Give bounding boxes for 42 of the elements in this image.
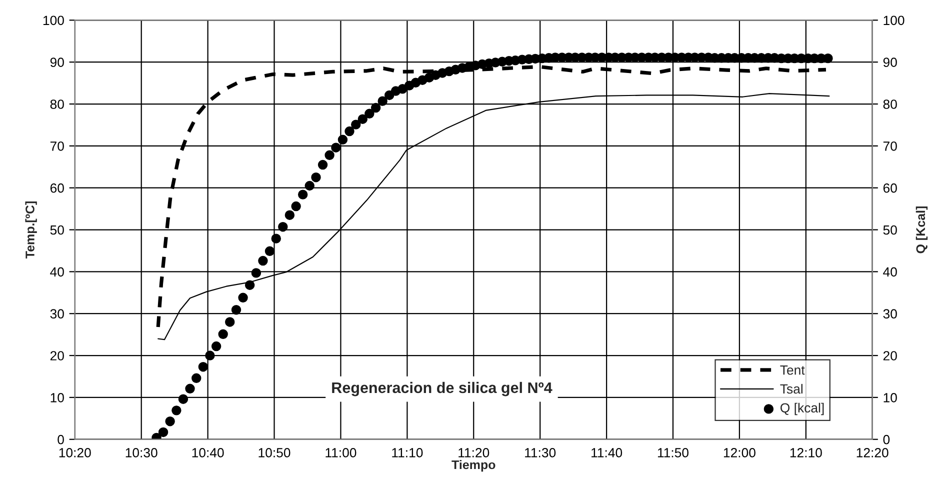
y-axis-title: Temp.[ºC] bbox=[25, 202, 37, 259]
y2-tick-label: 60 bbox=[883, 183, 897, 193]
y-tick-label: 60 bbox=[50, 183, 64, 193]
y2-tick-label: 30 bbox=[883, 309, 897, 319]
x-tick-label: 11:40 bbox=[592, 448, 622, 458]
x-tick-label: 11:20 bbox=[458, 448, 490, 458]
y2-tick-label: 40 bbox=[883, 267, 897, 277]
y-tick-label: 40 bbox=[50, 267, 64, 277]
y2-tick-label: 20 bbox=[883, 351, 897, 360]
x-tick-label: 11:30 bbox=[525, 448, 556, 458]
y2-axis-title: Q [Kcal] bbox=[916, 206, 928, 254]
y2-tick-label: 50 bbox=[883, 225, 897, 235]
legend-label: Q [kcal] bbox=[780, 402, 824, 416]
y2-tick-label: 70 bbox=[883, 141, 897, 151]
y2-tick-label: 100 bbox=[884, 16, 904, 26]
x-tick-label: 10:50 bbox=[258, 448, 290, 458]
y-tick-label: 20 bbox=[50, 351, 64, 360]
x-tick-label: 11:10 bbox=[392, 448, 423, 458]
y2-tick-label: 80 bbox=[883, 100, 897, 109]
x-axis-title: Tiempo bbox=[452, 460, 496, 472]
x-tick-label: 10:40 bbox=[192, 448, 224, 458]
x-tick-label: 10:20 bbox=[59, 448, 91, 458]
annotation: Regeneracion de silica gel Nº4 bbox=[332, 382, 552, 396]
y-tick-label: 100 bbox=[43, 16, 64, 26]
y-tick-label: 0 bbox=[58, 434, 64, 444]
y-tick-label: 30 bbox=[50, 309, 64, 319]
y-tick-label: 10 bbox=[50, 393, 64, 402]
x-tick-label: 11:00 bbox=[326, 448, 356, 458]
y-tick-label: 70 bbox=[50, 141, 64, 151]
y2-tick-label: 10 bbox=[884, 393, 897, 402]
legend-label: Tsal bbox=[780, 384, 802, 394]
y2-tick-label: 0 bbox=[883, 434, 890, 444]
x-tick-label: 12:20 bbox=[856, 448, 888, 458]
legend-label: Tent bbox=[780, 366, 805, 375]
x-tick-label: 11:50 bbox=[658, 448, 688, 458]
y-tick-label: 50 bbox=[50, 225, 64, 235]
x-tick-label: 12:10 bbox=[790, 448, 822, 458]
y-tick-label: 90 bbox=[50, 58, 64, 67]
x-tick-label: 12:00 bbox=[724, 448, 756, 458]
y2-tick-label: 90 bbox=[883, 58, 897, 67]
y-tick-label: 80 bbox=[50, 100, 64, 109]
x-tick-label: 10:30 bbox=[126, 448, 158, 458]
